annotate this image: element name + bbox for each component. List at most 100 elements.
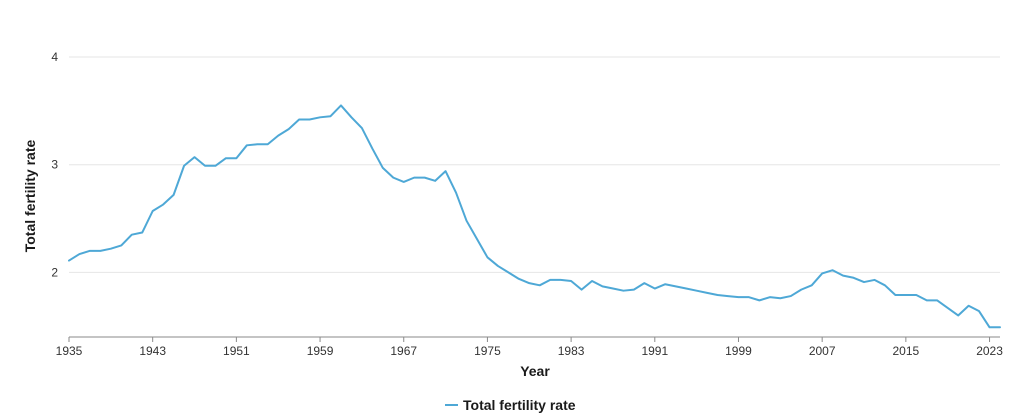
data-point[interactable] bbox=[631, 287, 637, 293]
data-point[interactable] bbox=[987, 324, 993, 330]
data-point[interactable] bbox=[317, 114, 323, 120]
data-point[interactable] bbox=[296, 116, 302, 122]
data-point[interactable] bbox=[129, 232, 135, 238]
data-point[interactable] bbox=[495, 263, 501, 269]
data-point[interactable] bbox=[505, 269, 511, 275]
data-point[interactable] bbox=[275, 133, 281, 139]
data-point[interactable] bbox=[903, 292, 909, 298]
axes: 2 3 4 1935 1943 1951 1959 1967 1975 1983 1991 1999 2… bbox=[51, 50, 1003, 358]
data-point[interactable] bbox=[369, 146, 375, 152]
data-point[interactable] bbox=[118, 242, 124, 248]
data-point[interactable] bbox=[589, 278, 595, 284]
data-point[interactable] bbox=[547, 277, 553, 283]
data-point[interactable] bbox=[380, 165, 386, 171]
data-point[interactable] bbox=[924, 297, 930, 303]
data-point[interactable] bbox=[788, 293, 794, 299]
data-point[interactable] bbox=[150, 208, 156, 214]
data-point[interactable] bbox=[202, 163, 208, 169]
data-point[interactable] bbox=[610, 286, 616, 292]
data-point[interactable] bbox=[830, 267, 836, 273]
data-point[interactable] bbox=[579, 287, 585, 293]
data-point[interactable] bbox=[443, 168, 449, 174]
data-point[interactable] bbox=[181, 163, 187, 169]
data-point[interactable] bbox=[76, 251, 82, 257]
data-point[interactable] bbox=[662, 281, 668, 287]
data-point[interactable] bbox=[254, 141, 260, 147]
data-point[interactable] bbox=[265, 141, 271, 147]
data-point[interactable] bbox=[348, 114, 354, 120]
series-layer bbox=[66, 102, 1003, 330]
data-point[interactable] bbox=[620, 288, 626, 294]
data-point[interactable] bbox=[286, 126, 292, 132]
data-point[interactable] bbox=[558, 277, 564, 283]
data-point[interactable] bbox=[537, 282, 543, 288]
data-point[interactable] bbox=[798, 287, 804, 293]
data-point[interactable] bbox=[955, 312, 961, 318]
data-point[interactable] bbox=[526, 280, 532, 286]
data-point[interactable] bbox=[97, 248, 103, 254]
data-point[interactable] bbox=[233, 155, 239, 161]
data-point[interactable] bbox=[453, 190, 459, 196]
y-tick-label: 2 bbox=[51, 265, 58, 279]
data-point[interactable] bbox=[715, 292, 721, 298]
data-point[interactable] bbox=[735, 294, 741, 300]
data-point[interactable] bbox=[244, 142, 250, 148]
data-point[interactable] bbox=[432, 178, 438, 184]
data-point[interactable] bbox=[328, 113, 334, 119]
data-point[interactable] bbox=[861, 279, 867, 285]
legend-label: Total fertility rate bbox=[463, 397, 576, 413]
data-point[interactable] bbox=[338, 102, 344, 108]
data-point[interactable] bbox=[809, 282, 815, 288]
data-point[interactable] bbox=[945, 305, 951, 311]
data-point[interactable] bbox=[652, 286, 658, 292]
data-point[interactable] bbox=[683, 286, 689, 292]
data-point[interactable] bbox=[704, 290, 710, 296]
data-point[interactable] bbox=[756, 297, 762, 303]
data-point[interactable] bbox=[673, 283, 679, 289]
data-point[interactable] bbox=[516, 276, 522, 282]
data-point[interactable] bbox=[192, 154, 198, 160]
data-point[interactable] bbox=[474, 236, 480, 242]
data-point[interactable] bbox=[87, 248, 93, 254]
data-point[interactable] bbox=[411, 175, 417, 181]
data-point[interactable] bbox=[139, 230, 145, 236]
data-point[interactable] bbox=[819, 270, 825, 276]
data-point[interactable] bbox=[66, 258, 72, 264]
data-point[interactable] bbox=[108, 246, 114, 252]
data-point[interactable] bbox=[725, 293, 731, 299]
x-tick-label: 1975 bbox=[474, 344, 501, 358]
data-point[interactable] bbox=[307, 116, 313, 122]
data-point[interactable] bbox=[599, 283, 605, 289]
data-point[interactable] bbox=[871, 277, 877, 283]
data-point[interactable] bbox=[694, 288, 700, 294]
data-point[interactable] bbox=[171, 192, 177, 198]
data-point[interactable] bbox=[568, 278, 574, 284]
data-point[interactable] bbox=[851, 275, 857, 281]
data-point[interactable] bbox=[746, 294, 752, 300]
data-point[interactable] bbox=[160, 202, 166, 208]
data-point[interactable] bbox=[997, 324, 1003, 330]
data-point[interactable] bbox=[641, 280, 647, 286]
data-point[interactable] bbox=[767, 294, 773, 300]
data-point[interactable] bbox=[777, 295, 783, 301]
series-line-total-fertility-rate[interactable] bbox=[68, 104, 1001, 329]
data-point[interactable] bbox=[359, 125, 365, 131]
data-point[interactable] bbox=[913, 292, 919, 298]
data-point[interactable] bbox=[484, 254, 490, 260]
data-point[interactable] bbox=[422, 175, 428, 181]
data-point[interactable] bbox=[976, 308, 982, 314]
data-point[interactable] bbox=[390, 175, 396, 181]
data-point[interactable] bbox=[212, 163, 218, 169]
x-tick-label: 2015 bbox=[893, 344, 920, 358]
legend[interactable]: Total fertility rate bbox=[445, 397, 576, 413]
data-point[interactable] bbox=[223, 155, 229, 161]
data-point[interactable] bbox=[892, 292, 898, 298]
data-point[interactable] bbox=[840, 273, 846, 279]
data-point[interactable] bbox=[882, 282, 888, 288]
data-point[interactable] bbox=[966, 303, 972, 309]
y-axis-title: Total fertility rate bbox=[22, 140, 38, 253]
data-point[interactable] bbox=[934, 297, 940, 303]
data-point[interactable] bbox=[401, 179, 407, 185]
data-point[interactable] bbox=[464, 218, 470, 224]
x-tick-label: 1959 bbox=[307, 344, 334, 358]
